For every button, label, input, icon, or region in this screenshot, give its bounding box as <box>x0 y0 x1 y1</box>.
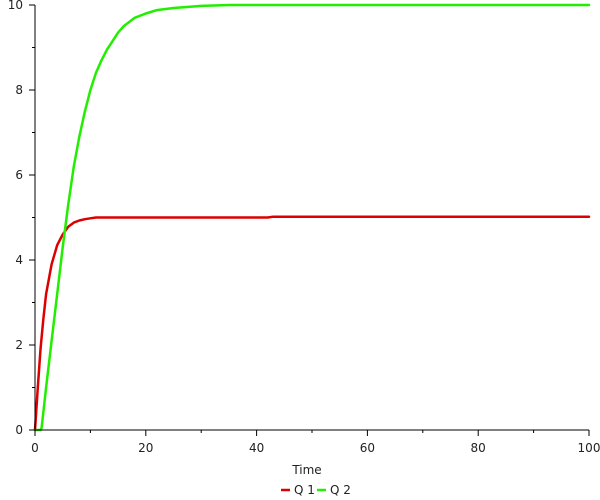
plot-lines <box>33 3 591 432</box>
x-axis-title: Time <box>291 463 321 477</box>
y-tick-label: 0 <box>15 423 23 437</box>
x-tick-label: 60 <box>360 441 375 455</box>
y-tick-label: 10 <box>8 0 23 12</box>
legend: Q 1 Q 2 <box>281 483 351 497</box>
y-tick-label: 6 <box>15 168 23 182</box>
y-tick-label: 2 <box>15 338 23 352</box>
axes <box>29 5 589 436</box>
y-tick-label: 8 <box>15 83 23 97</box>
x-tick-label: 0 <box>31 441 39 455</box>
legend-label-2: Q 2 <box>330 483 351 497</box>
x-tick-label: 80 <box>471 441 486 455</box>
y-axis-ticks: 0 2 4 6 8 10 <box>8 0 35 437</box>
series-line-1 <box>33 215 591 432</box>
x-tick-label: 40 <box>249 441 264 455</box>
x-tick-label: 100 <box>578 441 600 455</box>
series-line-2 <box>33 3 591 432</box>
legend-label-1: Q 1 <box>294 483 315 497</box>
x-axis-ticks: 0 20 40 60 80 100 <box>31 430 600 455</box>
y-tick-label: 4 <box>15 253 23 267</box>
x-tick-label: 20 <box>138 441 153 455</box>
